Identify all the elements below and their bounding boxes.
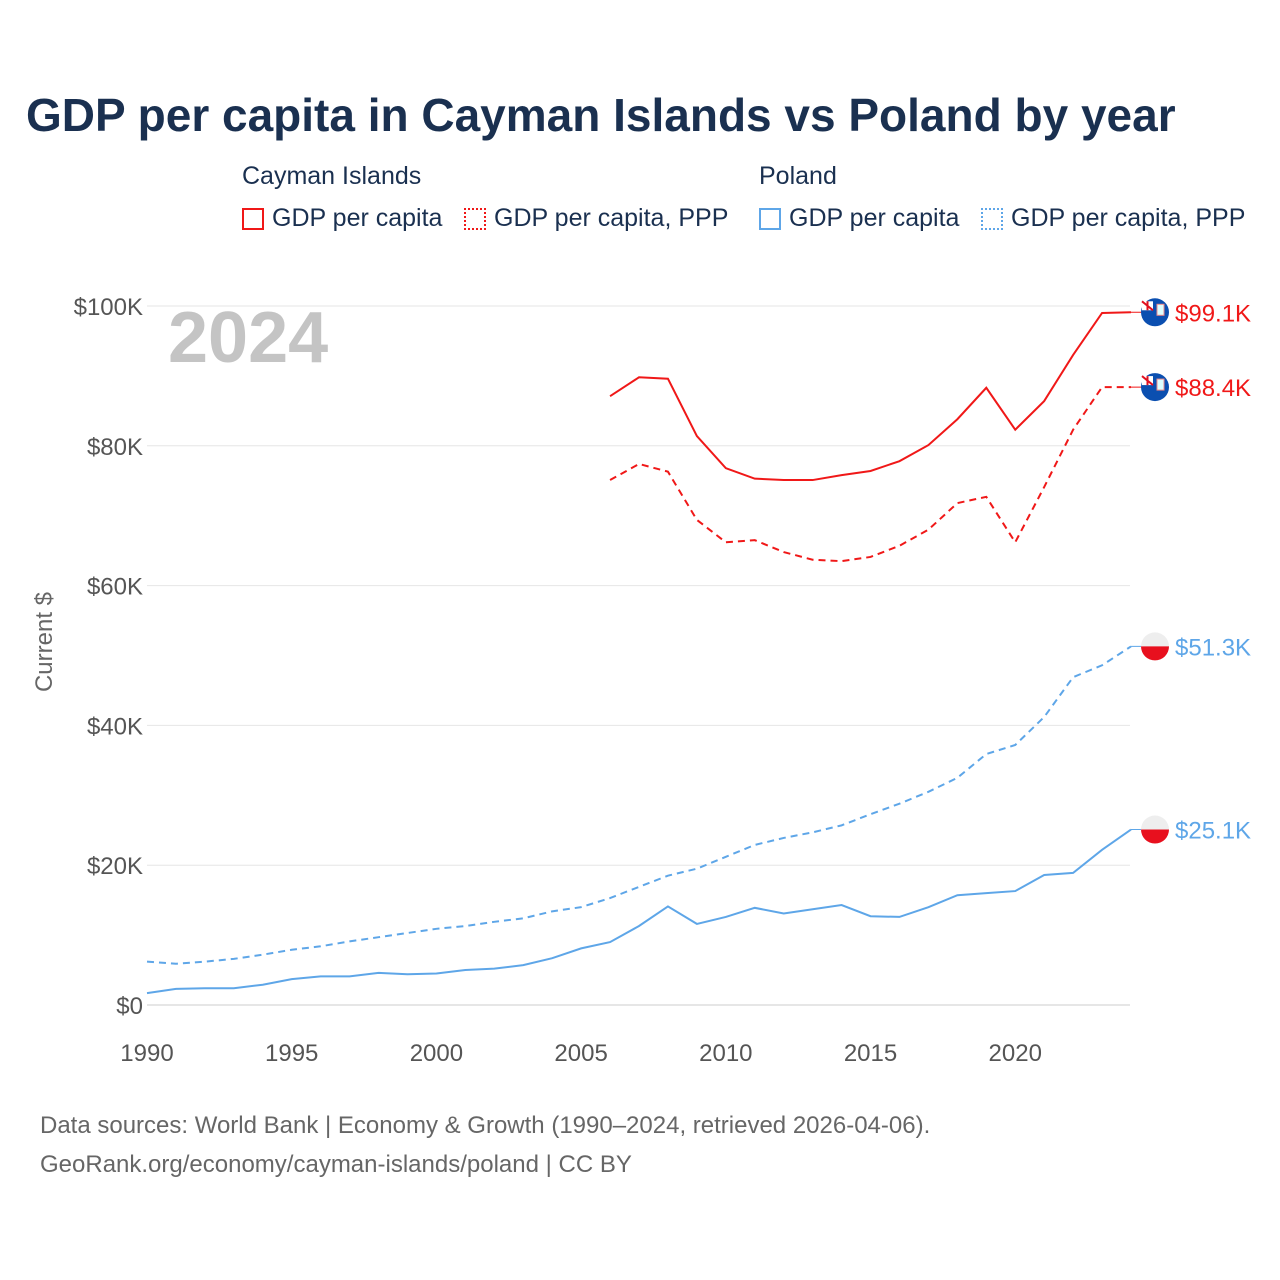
- chart-title: GDP per capita in Cayman Islands vs Pola…: [26, 89, 1176, 141]
- y-tick-label: $0: [116, 993, 143, 1020]
- series-line: [609, 311, 1132, 482]
- poland-flag-red-half: [1141, 829, 1169, 844]
- footer-link[interactable]: GeoRank.org/economy/cayman-islands/polan…: [40, 1151, 632, 1178]
- legend-group-cayman: Cayman Islands: [242, 162, 422, 190]
- footer: Data sources: World Bank | Economy & Gro…: [40, 1106, 930, 1184]
- cayman-flag-cross: [1141, 375, 1154, 386]
- cayman-flag-cross: [1141, 300, 1154, 312]
- y-tick-label: $40K: [87, 713, 143, 740]
- x-tick-label: 2010: [699, 1040, 752, 1067]
- legend-cayman-ppp[interactable]: GDP per capita, PPP: [464, 204, 728, 233]
- x-tick-label: 2020: [989, 1040, 1042, 1067]
- cayman-flag-shield: [1156, 378, 1165, 391]
- x-tick-label: 2015: [844, 1040, 897, 1067]
- year-watermark: 2024: [168, 298, 328, 378]
- y-tick-label: $100K: [74, 294, 143, 321]
- legend-poland-ppp[interactable]: GDP per capita, PPP: [981, 204, 1245, 233]
- legend-label: GDP per capita, PPP: [494, 204, 729, 232]
- legend-swatch-solid: [759, 207, 781, 230]
- end-value-label: $51.3K: [1175, 634, 1251, 661]
- end-value-label: $99.1K: [1175, 300, 1251, 327]
- x-tick-label: 2005: [554, 1040, 607, 1067]
- y-tick-label: $80K: [87, 434, 143, 461]
- legend-poland-gdp[interactable]: GDP per capita: [759, 204, 959, 233]
- legend-group-poland: Poland: [759, 162, 837, 190]
- end-value-label: $25.1K: [1175, 818, 1251, 845]
- x-tick-label: 1995: [265, 1040, 318, 1067]
- series-line: [146, 645, 1132, 965]
- cayman-flag-shield: [1156, 303, 1165, 316]
- y-tick-label: $20K: [87, 853, 143, 880]
- y-tick-label: $60K: [87, 574, 143, 601]
- y-axis-label: Current $: [31, 592, 58, 692]
- legend-swatch-dotted: [464, 207, 486, 230]
- footer-sources: Data sources: World Bank | Economy & Gro…: [40, 1112, 931, 1139]
- x-tick-label: 1990: [120, 1040, 173, 1067]
- x-tick-label: 2000: [410, 1040, 463, 1067]
- legend-swatch-dotted: [981, 207, 1003, 230]
- series-line: [609, 386, 1131, 563]
- legend-cayman-gdp[interactable]: GDP per capita: [242, 204, 442, 233]
- legend-label: GDP per capita: [789, 204, 960, 232]
- series-line: [146, 828, 1132, 995]
- end-value-label: $88.4K: [1175, 375, 1251, 402]
- legend-label: GDP per capita, PPP: [1011, 204, 1246, 232]
- poland-flag-red-half: [1141, 646, 1169, 661]
- legend-label: GDP per capita: [272, 204, 443, 232]
- legend-swatch-solid: [242, 207, 264, 230]
